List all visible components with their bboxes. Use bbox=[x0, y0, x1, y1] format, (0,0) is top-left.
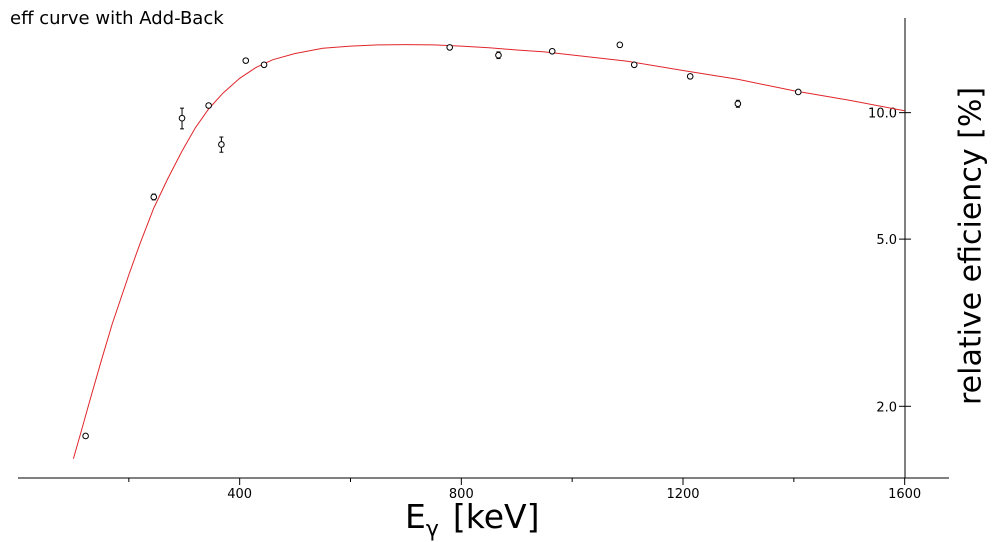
data-point-marker bbox=[630, 61, 638, 69]
x-axis-label-subscript: γ bbox=[425, 517, 439, 542]
y-tick-label: 5.0 bbox=[876, 233, 897, 248]
y-tick-label: 10.0 bbox=[868, 107, 897, 122]
data-point bbox=[686, 73, 694, 80]
data-point bbox=[218, 136, 225, 153]
data-point bbox=[178, 107, 186, 130]
x-tick-label: 800 bbox=[449, 487, 474, 502]
data-point bbox=[150, 193, 158, 201]
data-point-marker bbox=[218, 141, 225, 148]
data-point-marker bbox=[446, 44, 453, 51]
data-point bbox=[734, 99, 742, 108]
fit-curve-layer bbox=[72, 44, 905, 459]
data-point bbox=[794, 88, 802, 96]
data-point bbox=[82, 432, 89, 440]
data-point bbox=[495, 51, 502, 60]
data-point-marker bbox=[82, 432, 89, 440]
axes: 400 800 1200 1600 2.0 5.0 10.0 bbox=[18, 18, 949, 502]
x-tick-label: 400 bbox=[227, 487, 252, 502]
data-points-layer bbox=[82, 41, 802, 440]
y-tick-label: 2.0 bbox=[876, 400, 897, 415]
x-tick-label: 1600 bbox=[888, 487, 921, 502]
data-point bbox=[616, 41, 624, 49]
x-axis-label: Eγ [keV] bbox=[405, 497, 539, 542]
chart-title: eff curve with Add-Back bbox=[10, 8, 224, 29]
data-point-marker bbox=[548, 47, 556, 55]
x-axis-label-main: E bbox=[405, 497, 426, 536]
data-point-marker bbox=[150, 193, 158, 201]
data-point bbox=[446, 44, 453, 51]
x-axis-label-unit: [keV] bbox=[452, 497, 540, 536]
data-point-marker bbox=[178, 114, 186, 122]
data-point bbox=[630, 61, 638, 69]
data-point-marker bbox=[794, 88, 802, 96]
data-point-marker bbox=[242, 57, 250, 64]
data-point-marker bbox=[495, 51, 502, 59]
x-tick-label: 1200 bbox=[666, 487, 699, 502]
data-point-marker bbox=[205, 102, 212, 109]
fit-curve bbox=[72, 44, 905, 459]
data-point-marker bbox=[616, 41, 624, 49]
data-point-marker bbox=[734, 100, 742, 108]
data-point-marker bbox=[686, 73, 694, 80]
data-point-marker bbox=[260, 61, 268, 69]
data-point bbox=[548, 47, 556, 55]
data-point bbox=[242, 57, 250, 64]
data-point bbox=[205, 102, 212, 109]
data-point bbox=[260, 61, 268, 69]
y-axis-label: relative eficiency [%] bbox=[953, 86, 989, 406]
